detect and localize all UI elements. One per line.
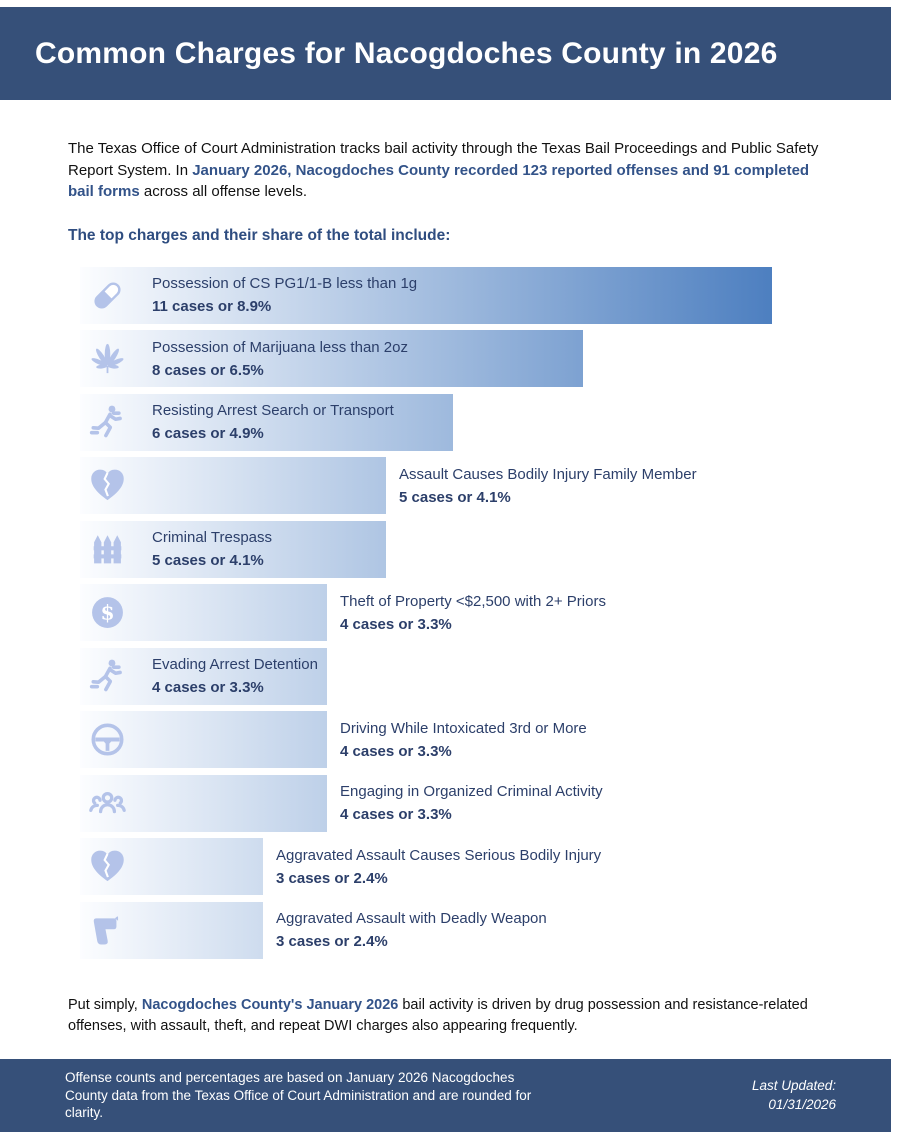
charge-stat: 3 cases or 2.4%	[276, 933, 388, 951]
bar	[80, 901, 263, 959]
charge-stat: 4 cases or 3.3%	[340, 615, 452, 633]
header-banner: Common Charges for Nacogdoches County in…	[0, 7, 891, 100]
intro-text-before: The Texas Office of Court Administration…	[68, 140, 819, 179]
chart-row: $ Theft of Property <$2,500 with 2+ Prio…	[80, 584, 832, 642]
bar	[80, 647, 327, 705]
chart-row: Assault Causes Bodily Injury Family Memb…	[80, 457, 832, 515]
running-person-icon	[88, 657, 127, 696]
charge-stat: 4 cases or 3.3%	[340, 742, 452, 760]
bar-label: Evading Arrest Detention 4 cases or 3.3%	[152, 656, 318, 696]
handgun-icon	[88, 911, 127, 950]
intro-paragraph: The Texas Office of Court Administration…	[68, 138, 832, 203]
last-updated-value: 01/31/2026	[768, 1096, 836, 1112]
conclusion-text-after: bail activity is driven by drug possessi…	[68, 996, 808, 1034]
bar-chart: Possession of CS PG1/1-B less than 1g 11…	[80, 266, 832, 959]
charge-name: Theft of Property <$2,500 with 2+ Priors	[340, 592, 606, 610]
charge-stat: 11 cases or 8.9%	[152, 298, 272, 316]
chart-row: Aggravated Assault with Deadly Weapon 3 …	[80, 901, 832, 959]
chart-row: Possession of CS PG1/1-B less than 1g 11…	[80, 266, 832, 324]
chart-row: Engaging in Organized Criminal Activity …	[80, 774, 832, 832]
charge-name: Criminal Trespass	[152, 529, 273, 547]
chart-row: Aggravated Assault Causes Serious Bodily…	[80, 838, 832, 896]
bar-label: Possession of Marijuana less than 2oz 8 …	[152, 339, 408, 379]
charge-name: Possession of Marijuana less than 2oz	[152, 338, 408, 356]
bar-label: Engaging in Organized Criminal Activity …	[340, 783, 603, 823]
bar	[80, 520, 386, 578]
bar	[80, 330, 583, 388]
charge-name: Assault Causes Bodily Injury Family Memb…	[399, 465, 697, 483]
charge-name: Aggravated Assault Causes Serious Bodily…	[276, 846, 602, 864]
bar-label: Aggravated Assault Causes Serious Bodily…	[276, 847, 601, 887]
fence-icon	[88, 530, 127, 569]
chart-subheading: The top charges and their share of the t…	[68, 226, 451, 244]
last-updated: Last Updated: 01/31/2026	[752, 1077, 836, 1115]
bar-label: Resisting Arrest Search or Transport 6 c…	[152, 402, 394, 442]
bar-label: Aggravated Assault with Deadly Weapon 3 …	[276, 910, 547, 950]
charge-stat: 4 cases or 3.3%	[152, 679, 264, 697]
last-updated-label: Last Updated:	[751, 1077, 836, 1093]
charge-stat: 5 cases or 4.1%	[152, 552, 264, 570]
bar-label: Driving While Intoxicated 3rd or More 4 …	[340, 720, 587, 760]
svg-text:$: $	[100, 601, 114, 625]
chart-row: Evading Arrest Detention 4 cases or 3.3%	[80, 647, 832, 705]
pill-icon	[88, 276, 127, 315]
intro-highlight: January 2026, Nacogdoches County recorde…	[68, 161, 810, 201]
broken-heart-icon	[88, 847, 127, 886]
running-person-icon	[88, 403, 127, 442]
charge-name: Driving While Intoxicated 3rd or More	[340, 719, 587, 737]
charge-stat: 4 cases or 3.3%	[340, 806, 452, 824]
conclusion-paragraph: Put simply, Nacogdoches County's January…	[68, 995, 832, 1037]
conclusion-highlight: Nacogdoches County's January 2026	[141, 996, 399, 1013]
charge-stat: 8 cases or 6.5%	[152, 361, 264, 379]
intro-text-after: across all offense levels.	[139, 183, 307, 201]
footer-note: Offense counts and percentages are based…	[65, 1069, 532, 1121]
broken-heart-icon	[88, 466, 127, 505]
charge-stat: 3 cases or 2.4%	[276, 869, 388, 887]
chart-row: Possession of Marijuana less than 2oz 8 …	[80, 330, 832, 388]
steering-wheel-icon	[88, 720, 127, 759]
charge-name: Resisting Arrest Search or Transport	[152, 402, 394, 420]
page-title: Common Charges for Nacogdoches County in…	[35, 36, 778, 70]
bar	[80, 393, 453, 451]
bar	[80, 266, 772, 324]
chart-row: Resisting Arrest Search or Transport 6 c…	[80, 393, 832, 451]
charge-stat: 6 cases or 4.9%	[152, 425, 264, 443]
bar	[80, 457, 386, 515]
dollar-circle-icon: $	[88, 593, 127, 632]
charge-name: Evading Arrest Detention	[152, 656, 318, 674]
main-content: The Texas Office of Court Administration…	[0, 138, 900, 1037]
bar-label: Assault Causes Bodily Injury Family Memb…	[399, 466, 697, 506]
bar-label: Criminal Trespass 5 cases or 4.1%	[152, 529, 272, 569]
bar-label: Theft of Property <$2,500 with 2+ Priors…	[340, 593, 606, 633]
footer-banner: Offense counts and percentages are based…	[0, 1059, 891, 1132]
conclusion-text-before: Put simply,	[68, 996, 142, 1013]
people-group-icon	[88, 784, 127, 823]
charge-stat: 5 cases or 4.1%	[399, 488, 511, 506]
chart-row: Criminal Trespass 5 cases or 4.1%	[80, 520, 832, 578]
chart-row: Driving While Intoxicated 3rd or More 4 …	[80, 711, 832, 769]
marijuana-leaf-icon	[88, 339, 127, 378]
charge-name: Possession of CS PG1/1-B less than 1g	[152, 275, 418, 293]
bar-label: Possession of CS PG1/1-B less than 1g 11…	[152, 275, 417, 315]
charge-name: Aggravated Assault with Deadly Weapon	[276, 910, 547, 928]
charge-name: Engaging in Organized Criminal Activity	[340, 783, 603, 801]
